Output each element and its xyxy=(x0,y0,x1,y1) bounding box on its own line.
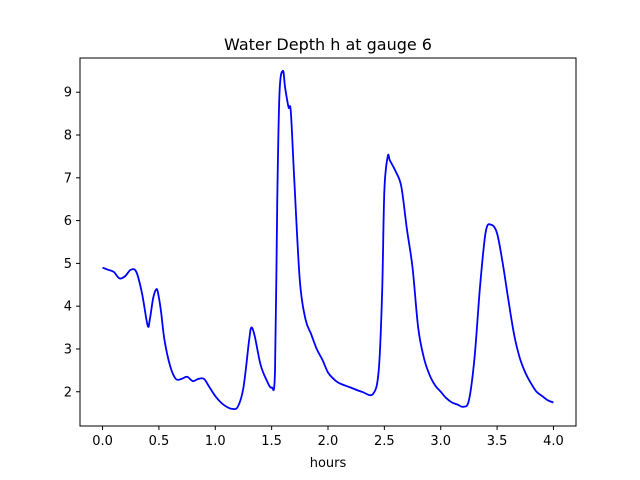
series-line-gauge-depth xyxy=(102,69,554,411)
y-tick-label: 4 xyxy=(64,300,72,315)
x-tick-label: 0.0 xyxy=(92,434,113,449)
y-axis-ticks: 2 3 4 5 6 7 8 9 xyxy=(64,86,80,400)
y-tick-label: 5 xyxy=(64,257,72,272)
x-tick-label: 3.5 xyxy=(487,434,508,449)
x-tick-label: 4.0 xyxy=(543,434,564,449)
y-tick-label: 3 xyxy=(64,342,72,357)
x-tick-label: 0.5 xyxy=(149,434,170,449)
x-tick-label: 2.5 xyxy=(374,434,395,449)
plot-area-frame xyxy=(79,57,577,427)
x-tick-label: 1.0 xyxy=(205,434,226,449)
y-tick-label: 8 xyxy=(64,129,72,144)
y-tick-label: 7 xyxy=(64,171,72,186)
x-tick-label: 3.0 xyxy=(430,434,451,449)
chart-title: Water Depth h at gauge 6 xyxy=(224,35,432,54)
x-axis-label: hours xyxy=(310,456,347,471)
y-tick-label: 9 xyxy=(64,86,72,101)
x-tick-label: 1.5 xyxy=(261,434,282,449)
x-axis-ticks: 0.0 0.5 1.0 1.5 2.0 2.5 3.0 3.5 4.0 xyxy=(92,426,564,449)
y-tick-label: 2 xyxy=(64,385,72,400)
x-tick-label: 2.0 xyxy=(318,434,339,449)
y-tick-label: 6 xyxy=(64,214,72,229)
